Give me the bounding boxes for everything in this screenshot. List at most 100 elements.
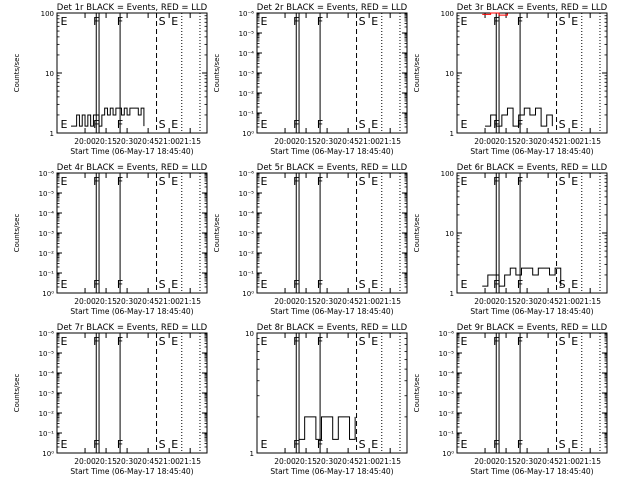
y-tick-label: 10⁻⁵ <box>439 350 455 358</box>
event-label-bottom: E <box>261 278 268 291</box>
plot-frame <box>256 332 408 454</box>
event-label-bottom: F <box>317 278 323 291</box>
x-tick-label: 20:00 <box>474 457 496 466</box>
panel-title: Det 3r BLACK = Events, RED = LLD <box>457 3 608 13</box>
x-tick-label: 20:45 <box>137 457 159 466</box>
x-tick-label: 20:30 <box>516 137 538 146</box>
event-label-top: F <box>93 175 99 188</box>
y-tick-label: 10⁻² <box>439 410 455 418</box>
event-label-bottom: E <box>261 118 268 131</box>
event-label-bottom: E <box>261 438 268 451</box>
x-tick-label: 21:15 <box>179 457 201 466</box>
event-label-top: S <box>159 15 166 28</box>
event-label-top: E <box>371 15 378 28</box>
x-tick-label: 21:00 <box>358 457 380 466</box>
y-tick-label: 10⁻¹ <box>39 430 55 438</box>
y-axis-label: Counts/sec <box>413 374 421 413</box>
y-tick-label: 10⁻⁶ <box>239 170 255 178</box>
plot-frame <box>56 172 208 294</box>
event-label-top: E <box>461 175 468 188</box>
y-tick-label: 10⁻³ <box>39 230 55 238</box>
event-label-top: E <box>171 335 178 348</box>
event-label-top: E <box>371 335 378 348</box>
event-label-top: E <box>61 15 68 28</box>
event-label-top: E <box>461 15 468 28</box>
event-label-top: F <box>293 175 299 188</box>
x-tick-label: 21:15 <box>179 137 201 146</box>
event-label-bottom: F <box>93 278 99 291</box>
y-tick-label: 10⁻³ <box>239 230 255 238</box>
x-tick-label: 20:15 <box>495 457 517 466</box>
event-label-top: F <box>117 175 123 188</box>
data-series-line <box>485 107 553 127</box>
x-axis-label: Start Time (06-May-17 18:45:40) <box>70 467 193 476</box>
event-label-top: F <box>293 15 299 28</box>
y-tick-label: 10⁰ <box>42 290 54 298</box>
x-tick-label: 20:00 <box>74 137 96 146</box>
event-label-top: E <box>571 335 578 348</box>
event-label-bottom: F <box>493 278 499 291</box>
x-tick-label: 20:00 <box>74 457 96 466</box>
event-label-bottom: S <box>559 278 566 291</box>
y-tick-label: 10 <box>245 330 254 338</box>
event-label-bottom: F <box>93 438 99 451</box>
y-tick-label: 10⁻² <box>39 250 55 258</box>
event-label-bottom: F <box>517 118 523 131</box>
y-tick-label: 10 <box>45 70 54 78</box>
y-tick-label: 10⁻² <box>239 250 255 258</box>
event-label-top: F <box>517 335 523 348</box>
plot-frame <box>456 332 608 454</box>
event-label-bottom: E <box>371 438 378 451</box>
data-series-line <box>299 416 356 440</box>
x-axis-label: Start Time (06-May-17 18:45:40) <box>70 307 193 316</box>
event-label-top: S <box>559 175 566 188</box>
event-label-bottom: F <box>117 278 123 291</box>
y-tick-label: 100 <box>41 10 54 18</box>
event-label-bottom: S <box>559 438 566 451</box>
x-tick-label: 20:00 <box>74 297 96 306</box>
x-tick-label: 20:45 <box>537 457 559 466</box>
y-tick-label: 10⁻⁵ <box>239 190 255 198</box>
event-label-top: F <box>117 15 123 28</box>
x-tick-label: 21:15 <box>579 297 601 306</box>
x-axis-label: Start Time (06-May-17 18:45:40) <box>470 147 593 156</box>
event-label-top: E <box>571 175 578 188</box>
x-tick-label: 20:15 <box>95 297 117 306</box>
x-tick-label: 21:00 <box>558 457 580 466</box>
y-axis-label: Counts/sec <box>213 214 221 253</box>
y-tick-label: 10⁻⁶ <box>39 170 55 178</box>
panel-title: Det 1r BLACK = Events, RED = LLD <box>57 3 208 13</box>
x-tick-label: 20:45 <box>337 297 359 306</box>
event-label-top: F <box>93 335 99 348</box>
event-label-bottom: E <box>171 118 178 131</box>
event-label-bottom: F <box>517 278 523 291</box>
event-label-top: E <box>61 335 68 348</box>
x-tick-label: 20:00 <box>274 457 296 466</box>
event-label-bottom: E <box>461 278 468 291</box>
x-tick-label: 21:15 <box>179 297 201 306</box>
event-label-bottom: S <box>359 278 366 291</box>
event-label-bottom: F <box>117 438 123 451</box>
x-tick-label: 20:30 <box>316 297 338 306</box>
event-label-top: E <box>171 15 178 28</box>
x-tick-label: 20:45 <box>137 297 159 306</box>
y-tick-label: 10⁻² <box>239 90 255 98</box>
event-label-top: F <box>517 175 523 188</box>
event-label-top: F <box>493 175 499 188</box>
plot-frame <box>256 172 408 294</box>
event-label-bottom: E <box>461 118 468 131</box>
x-tick-label: 20:15 <box>295 297 317 306</box>
data-series-line <box>71 107 145 127</box>
y-tick-label: 1 <box>450 130 454 138</box>
x-tick-label: 20:45 <box>337 457 359 466</box>
x-tick-label: 20:45 <box>537 297 559 306</box>
event-label-bottom: F <box>317 438 323 451</box>
y-tick-label: 1 <box>450 290 454 298</box>
event-label-top: S <box>559 15 566 28</box>
y-tick-label: 10⁻¹ <box>39 270 55 278</box>
event-label-top: F <box>117 335 123 348</box>
panel-det-6: Det 6r BLACK = Events, RED = LLD 1 10 100 20… <box>413 163 608 316</box>
y-tick-label: 10⁰ <box>42 450 54 458</box>
y-tick-label: 10 <box>445 230 454 238</box>
event-label-top: S <box>359 335 366 348</box>
